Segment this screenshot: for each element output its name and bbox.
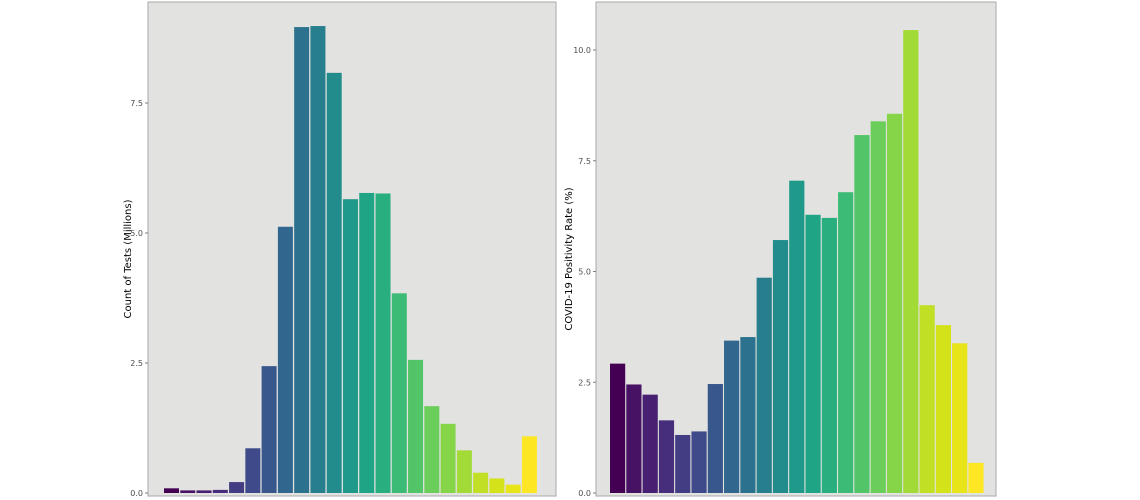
positivity-rate-bar-12 [789,180,805,493]
tests-count-y-tick-label: 2.5 [130,359,143,368]
positivity-rate-bar-13 [805,214,821,494]
positivity-rate-bar-11 [772,240,789,493]
positivity-rate-bar-2 [626,384,642,493]
tests-count-y-tick-label: 5.0 [130,229,143,238]
positivity-rate-bar-14 [821,217,837,493]
positivity-rate-y-tick-label: 5.0 [578,268,591,277]
positivity-rate-bar-20 [919,305,935,493]
tests-count-bar-16 [408,359,424,493]
tests-count-panel: 0.0 2.5 5.0 7.5 Count of Tests (Millions) [123,1,557,498]
tests-count-bar-22 [505,484,521,493]
positivity-rate-bar-9 [740,337,756,493]
tests-count-y-ticks: 0.0 2.5 5.0 7.5 [130,99,148,498]
positivity-rate-bar-8 [724,340,740,493]
positivity-rate-bar-3 [642,394,658,493]
positivity-rate-y-ticks: 0.0 2.5 5.0 7.5 10.0 [573,46,596,498]
tests-count-bar-15 [391,293,407,493]
positivity-rate-bar-7 [707,384,723,493]
positivity-rate-bar-15 [838,192,854,493]
positivity-rate-bar-17 [870,121,886,493]
positivity-rate-bar-21 [935,325,951,493]
tests-count-y-tick-label: 7.5 [130,99,143,108]
positivity-rate-y-axis-title: COVID-19 Positivity Rate (%) [564,187,575,330]
tests-count-bar-13 [359,192,375,493]
tests-count-bar-18 [440,423,456,493]
tests-count-y-axis-title: Count of Tests (Millions) [123,199,134,318]
tests-count-bar-7 [261,366,277,493]
positivity-rate-y-tick-label: 10.0 [573,46,591,55]
tests-count-bar-12 [342,199,358,493]
tests-count-bar-19 [456,450,472,493]
tests-count-bar-20 [473,472,489,493]
positivity-rate-bar-5 [675,434,691,493]
positivity-rate-bar-16 [854,135,870,493]
tests-count-bar-2 [180,490,196,493]
tests-count-bar-6 [245,448,261,493]
tests-count-bar-5 [229,482,245,493]
positivity-rate-bar-18 [886,113,903,493]
positivity-rate-y-tick-label: 0.0 [578,489,591,498]
positivity-rate-bar-10 [756,277,772,493]
tests-count-bar-17 [424,406,440,493]
tests-count-bar-11 [326,72,342,493]
tests-count-bars [164,26,537,494]
tests-count-bar-21 [489,478,505,493]
tests-count-bar-23 [521,436,537,493]
positivity-rate-bar-4 [658,420,675,493]
positivity-rate-y-tick-label: 7.5 [578,157,591,166]
tests-count-bar-8 [277,226,293,493]
positivity-rate-bar-6 [691,431,707,493]
positivity-rate-bar-1 [610,363,626,493]
tests-count-bar-10 [310,26,326,493]
positivity-rate-bar-19 [903,30,919,493]
positivity-rate-bar-22 [952,343,968,493]
positivity-rate-panel: 0.0 2.5 5.0 7.5 10.0 COVID-19 Positivity Rat… [564,1,997,498]
tests-count-bar-1 [164,488,179,493]
tests-count-bar-14 [375,193,391,494]
positivity-rate-y-tick-label: 2.5 [578,378,591,387]
positivity-rate-bars [610,30,984,494]
tests-count-bar-9 [294,27,310,494]
positivity-rate-bar-23 [968,462,984,493]
tests-count-bar-3 [196,490,212,493]
tests-count-y-tick-label: 0.0 [130,489,143,498]
tests-count-bar-4 [212,489,228,493]
